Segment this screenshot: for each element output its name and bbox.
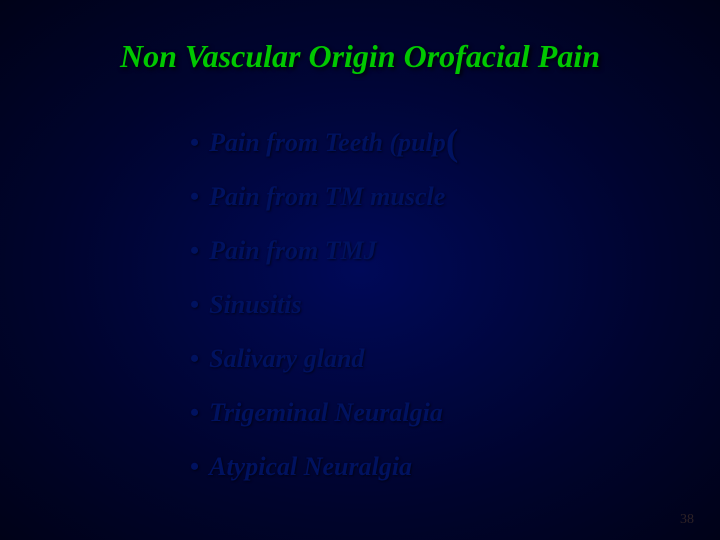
- list-item: • Sinusitis: [190, 290, 458, 320]
- list-item-text: Pain from TM muscle: [209, 182, 445, 212]
- list-item: • Pain from TM muscle: [190, 182, 458, 212]
- list-item-text: Pain from TMJ: [209, 236, 377, 266]
- list-item-text: Atypical Neuralgia: [209, 452, 412, 482]
- list-item: • Salivary gland: [190, 344, 458, 374]
- list-item: • Trigeminal Neuralgia: [190, 398, 458, 428]
- list-item-text: Salivary gland: [209, 344, 364, 374]
- list-item-text: Sinusitis: [209, 290, 302, 320]
- list-item-text: Trigeminal Neuralgia: [209, 398, 443, 428]
- bullet-dot: •: [190, 398, 199, 428]
- bullet-dot: •: [190, 290, 199, 320]
- page-number: 38: [680, 512, 694, 528]
- slide-title: Non Vascular Origin Orofacial Pain: [0, 38, 720, 75]
- bullet-dot: •: [190, 128, 199, 158]
- large-parenthesis: (: [446, 134, 459, 153]
- bullet-dot: •: [190, 452, 199, 482]
- bullet-dot: •: [190, 182, 199, 212]
- list-item: • Pain from Teeth (pulp (: [190, 128, 458, 158]
- bullet-dot: •: [190, 344, 199, 374]
- list-item: • Atypical Neuralgia: [190, 452, 458, 482]
- bullet-dot: •: [190, 236, 199, 266]
- list-item: • Pain from TMJ: [190, 236, 458, 266]
- bullet-list: • Pain from Teeth (pulp ( • Pain from TM…: [190, 128, 458, 482]
- list-item-text: Pain from Teeth (pulp: [209, 128, 446, 158]
